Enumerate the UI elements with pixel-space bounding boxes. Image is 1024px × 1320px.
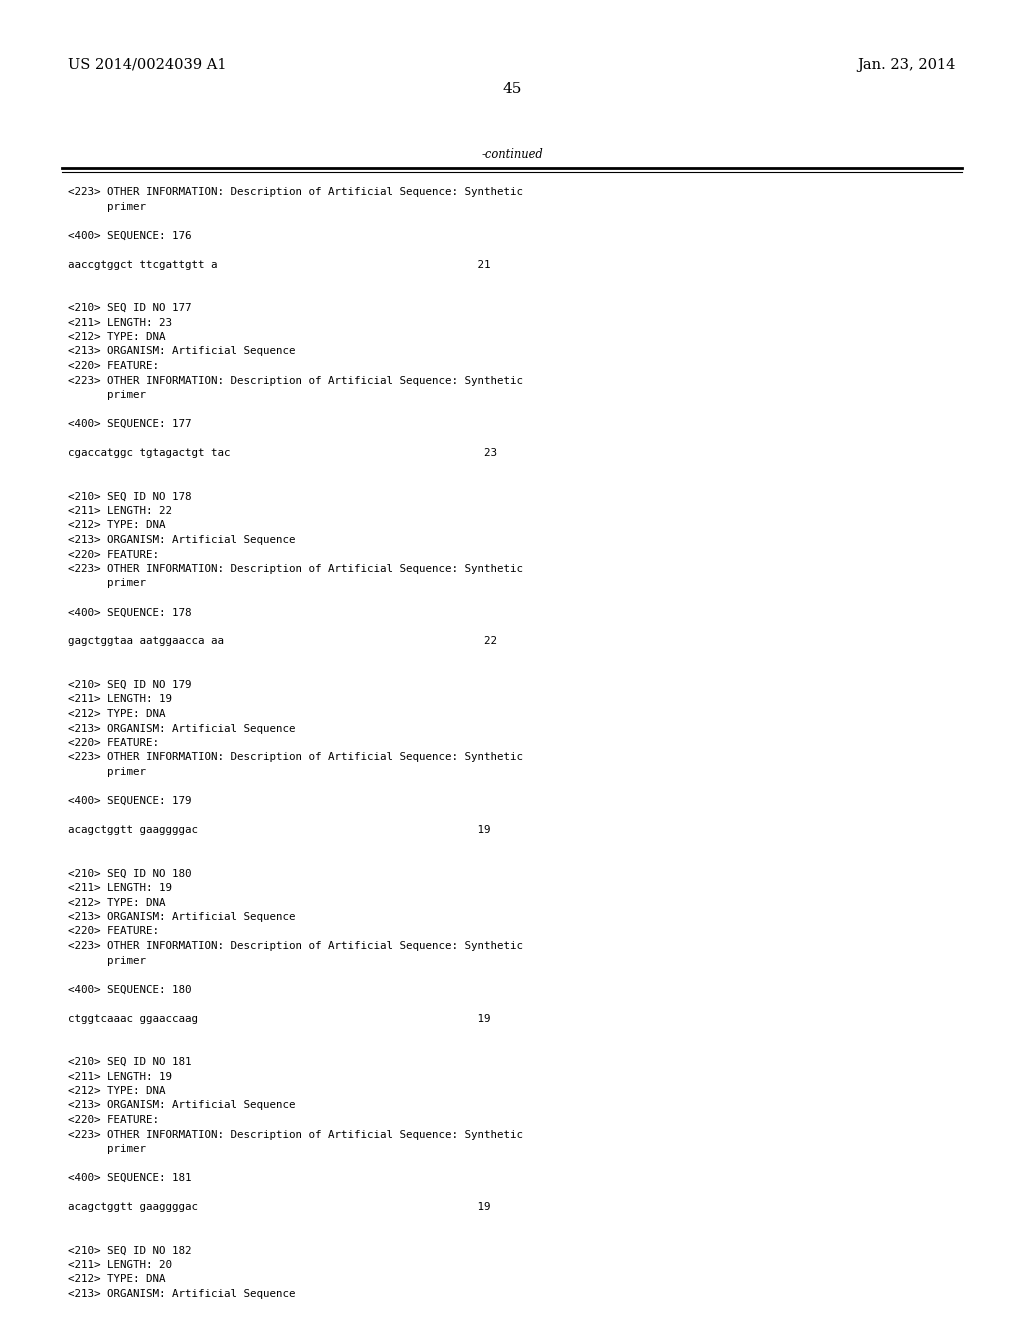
Text: aaccgtggct ttcgattgtt a                                        21: aaccgtggct ttcgattgtt a 21 bbox=[68, 260, 490, 269]
Text: gagctggtaa aatggaacca aa                                        22: gagctggtaa aatggaacca aa 22 bbox=[68, 636, 497, 647]
Text: <213> ORGANISM: Artificial Sequence: <213> ORGANISM: Artificial Sequence bbox=[68, 912, 296, 921]
Text: acagctggtt gaaggggac                                           19: acagctggtt gaaggggac 19 bbox=[68, 825, 490, 836]
Text: primer: primer bbox=[68, 202, 146, 211]
Text: <223> OTHER INFORMATION: Description of Artificial Sequence: Synthetic: <223> OTHER INFORMATION: Description of … bbox=[68, 752, 523, 763]
Text: <211> LENGTH: 19: <211> LENGTH: 19 bbox=[68, 1072, 172, 1081]
Text: <212> TYPE: DNA: <212> TYPE: DNA bbox=[68, 709, 166, 719]
Text: primer: primer bbox=[68, 956, 146, 965]
Text: <223> OTHER INFORMATION: Description of Artificial Sequence: Synthetic: <223> OTHER INFORMATION: Description of … bbox=[68, 564, 523, 574]
Text: <211> LENGTH: 22: <211> LENGTH: 22 bbox=[68, 506, 172, 516]
Text: primer: primer bbox=[68, 389, 146, 400]
Text: <210> SEQ ID NO 181: <210> SEQ ID NO 181 bbox=[68, 1057, 191, 1067]
Text: <210> SEQ ID NO 178: <210> SEQ ID NO 178 bbox=[68, 491, 191, 502]
Text: primer: primer bbox=[68, 767, 146, 777]
Text: <212> TYPE: DNA: <212> TYPE: DNA bbox=[68, 333, 166, 342]
Text: <400> SEQUENCE: 176: <400> SEQUENCE: 176 bbox=[68, 231, 191, 240]
Text: <210> SEQ ID NO 177: <210> SEQ ID NO 177 bbox=[68, 304, 191, 313]
Text: US 2014/0024039 A1: US 2014/0024039 A1 bbox=[68, 58, 226, 73]
Text: <210> SEQ ID NO 179: <210> SEQ ID NO 179 bbox=[68, 680, 191, 690]
Text: <213> ORGANISM: Artificial Sequence: <213> ORGANISM: Artificial Sequence bbox=[68, 1290, 296, 1299]
Text: <220> FEATURE:: <220> FEATURE: bbox=[68, 360, 159, 371]
Text: <400> SEQUENCE: 179: <400> SEQUENCE: 179 bbox=[68, 796, 191, 807]
Text: <213> ORGANISM: Artificial Sequence: <213> ORGANISM: Artificial Sequence bbox=[68, 346, 296, 356]
Text: Jan. 23, 2014: Jan. 23, 2014 bbox=[858, 58, 956, 73]
Text: acagctggtt gaaggggac                                           19: acagctggtt gaaggggac 19 bbox=[68, 1203, 490, 1212]
Text: <212> TYPE: DNA: <212> TYPE: DNA bbox=[68, 520, 166, 531]
Text: <211> LENGTH: 19: <211> LENGTH: 19 bbox=[68, 694, 172, 705]
Text: <212> TYPE: DNA: <212> TYPE: DNA bbox=[68, 1275, 166, 1284]
Text: 45: 45 bbox=[503, 82, 521, 96]
Text: ctggtcaaac ggaaccaag                                           19: ctggtcaaac ggaaccaag 19 bbox=[68, 1014, 490, 1023]
Text: <400> SEQUENCE: 181: <400> SEQUENCE: 181 bbox=[68, 1173, 191, 1183]
Text: <223> OTHER INFORMATION: Description of Artificial Sequence: Synthetic: <223> OTHER INFORMATION: Description of … bbox=[68, 187, 523, 197]
Text: <220> FEATURE:: <220> FEATURE: bbox=[68, 549, 159, 560]
Text: <213> ORGANISM: Artificial Sequence: <213> ORGANISM: Artificial Sequence bbox=[68, 1101, 296, 1110]
Text: <220> FEATURE:: <220> FEATURE: bbox=[68, 927, 159, 936]
Text: <210> SEQ ID NO 182: <210> SEQ ID NO 182 bbox=[68, 1246, 191, 1255]
Text: <210> SEQ ID NO 180: <210> SEQ ID NO 180 bbox=[68, 869, 191, 879]
Text: <211> LENGTH: 20: <211> LENGTH: 20 bbox=[68, 1261, 172, 1270]
Text: <211> LENGTH: 23: <211> LENGTH: 23 bbox=[68, 318, 172, 327]
Text: <213> ORGANISM: Artificial Sequence: <213> ORGANISM: Artificial Sequence bbox=[68, 535, 296, 545]
Text: <400> SEQUENCE: 178: <400> SEQUENCE: 178 bbox=[68, 607, 191, 618]
Text: primer: primer bbox=[68, 1144, 146, 1154]
Text: <223> OTHER INFORMATION: Description of Artificial Sequence: Synthetic: <223> OTHER INFORMATION: Description of … bbox=[68, 941, 523, 950]
Text: -continued: -continued bbox=[481, 148, 543, 161]
Text: <220> FEATURE:: <220> FEATURE: bbox=[68, 1115, 159, 1125]
Text: <211> LENGTH: 19: <211> LENGTH: 19 bbox=[68, 883, 172, 894]
Text: primer: primer bbox=[68, 578, 146, 589]
Text: <212> TYPE: DNA: <212> TYPE: DNA bbox=[68, 898, 166, 908]
Text: <400> SEQUENCE: 177: <400> SEQUENCE: 177 bbox=[68, 418, 191, 429]
Text: cgaccatggc tgtagactgt tac                                       23: cgaccatggc tgtagactgt tac 23 bbox=[68, 447, 497, 458]
Text: <212> TYPE: DNA: <212> TYPE: DNA bbox=[68, 1086, 166, 1096]
Text: <400> SEQUENCE: 180: <400> SEQUENCE: 180 bbox=[68, 985, 191, 994]
Text: <220> FEATURE:: <220> FEATURE: bbox=[68, 738, 159, 748]
Text: <213> ORGANISM: Artificial Sequence: <213> ORGANISM: Artificial Sequence bbox=[68, 723, 296, 734]
Text: <223> OTHER INFORMATION: Description of Artificial Sequence: Synthetic: <223> OTHER INFORMATION: Description of … bbox=[68, 375, 523, 385]
Text: <223> OTHER INFORMATION: Description of Artificial Sequence: Synthetic: <223> OTHER INFORMATION: Description of … bbox=[68, 1130, 523, 1139]
